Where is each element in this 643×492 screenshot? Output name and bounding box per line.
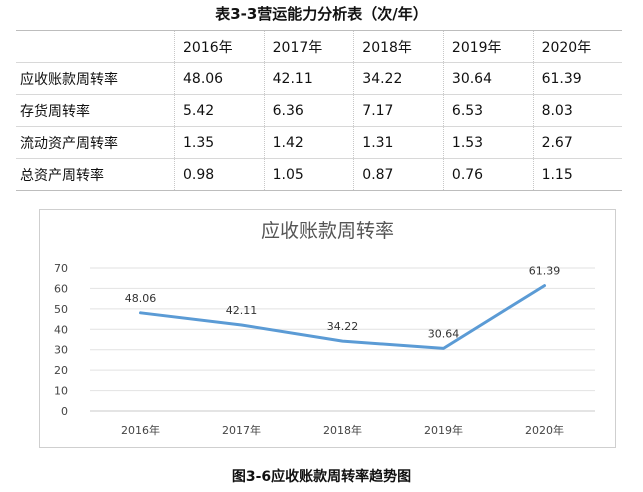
figure-caption: 图3-6应收账款周转率趋势图 [231,469,412,485]
value-cell: 48.06 [174,62,265,95]
value-cell: 6.53 [442,94,534,127]
y-tick-label: 30 [54,344,68,357]
value-cell: 6.36 [263,94,354,127]
value-cell: 8.03 [532,94,622,127]
value-cell: 1.53 [442,126,534,159]
y-tick-label: 50 [54,303,68,316]
data-label: 48.06 [125,292,157,305]
row-label-cell: 总资产周转率 [16,158,175,191]
value-cell: 5.42 [174,94,265,127]
row-label-cell: 流动资产周转率 [16,126,175,159]
x-tick-label: 2017年 [222,423,261,437]
row-label-cell: 存货周转率 [16,94,175,127]
data-label: 30.64 [428,327,460,340]
value-cell: 7.17 [353,94,444,127]
value-cell: 0.87 [353,158,444,191]
y-tick-label: 0 [61,405,68,418]
header-year-cell: 2020年 [532,30,622,63]
value-cell: 0.76 [442,158,534,191]
y-tick-label: 70 [54,262,68,275]
header-year-cell: 2016年 [174,30,265,63]
table-header-row: 2016年 2017年 2018年 2019年 2020年 [16,30,622,63]
value-cell: 34.22 [353,62,444,95]
table-row: 总资产周转率 0.98 1.05 0.87 0.76 1.15 [16,158,622,191]
line-chart-svg: 0 10 20 30 40 50 60 70 2016年 2017年 2018年 2019年 2020年… [54,262,595,437]
value-cell: 1.31 [353,126,444,159]
value-cell: 1.15 [532,158,622,191]
header-year-cell: 2019年 [442,30,534,63]
chart-title: 应收账款周转率 [260,220,394,242]
y-tick-label: 40 [54,323,68,336]
header-corner-cell [16,30,175,63]
turnover-chart: 应收账款周转率 0 10 20 30 40 50 60 70 2016年 2017年 2018年 20… [39,209,616,448]
data-label: 34.22 [327,320,359,333]
value-cell: 1.05 [263,158,354,191]
y-tick-label: 10 [54,385,68,398]
y-tick-label: 20 [54,364,68,377]
data-label: 42.11 [226,304,258,317]
table-row: 存货周转率 5.42 6.36 7.17 6.53 8.03 [16,94,622,127]
x-tick-label: 2018年 [323,423,362,437]
y-tick-label: 60 [54,282,68,295]
x-tick-label: 2020年 [525,423,564,437]
value-cell: 61.39 [532,62,622,95]
value-cell: 42.11 [263,62,354,95]
x-tick-label: 2019年 [424,423,463,437]
value-cell: 1.35 [174,126,265,159]
table-title: 表3-3营运能力分析表（次/年） [215,5,428,23]
value-cell: 2.67 [532,126,622,159]
value-cell: 30.64 [442,62,534,95]
table-row: 应收账款周转率 48.06 42.11 34.22 30.64 61.39 [16,62,622,95]
header-year-cell: 2018年 [353,30,444,63]
x-tick-label: 2016年 [121,423,160,437]
operating-capacity-table: 2016年 2017年 2018年 2019年 2020年 应收账款周转率 48.06 42.… [16,30,622,191]
value-cell: 1.42 [263,126,354,159]
data-label: 61.39 [529,265,561,278]
row-label-cell: 应收账款周转率 [16,62,175,95]
series-line [139,284,546,350]
value-cell: 0.98 [174,158,265,191]
table-row: 流动资产周转率 1.35 1.42 1.31 1.53 2.67 [16,126,622,159]
header-year-cell: 2017年 [263,30,354,63]
